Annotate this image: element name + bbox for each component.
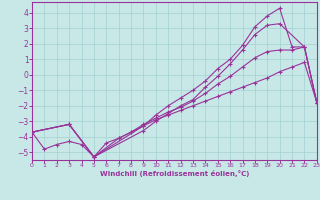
X-axis label: Windchill (Refroidissement éolien,°C): Windchill (Refroidissement éolien,°C)	[100, 170, 249, 177]
